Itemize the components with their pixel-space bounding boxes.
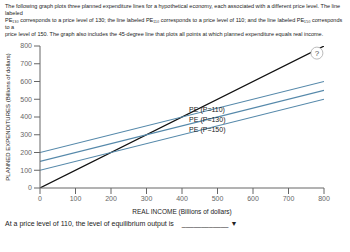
html-text:The following graph plots thre: The following graph plots three planned … — [5, 3, 343, 37]
svg-text:100: 100 — [20, 167, 32, 174]
svg-text:800: 800 — [318, 195, 330, 202]
html-text:At a price level of 110, the l: At a price level of 110, the level of eq… — [5, 220, 174, 227]
svg-text:400: 400 — [20, 113, 32, 120]
svg-text:300: 300 — [20, 131, 32, 138]
svg-text:PE (P=130): PE (P=130) — [189, 116, 225, 124]
svg-text:500: 500 — [20, 96, 32, 103]
svg-text:200: 200 — [20, 149, 32, 156]
svg-text:0: 0 — [28, 184, 32, 191]
svg-text:100: 100 — [70, 195, 82, 202]
svg-text:300: 300 — [141, 195, 153, 202]
svg-text:REAL INCOME (Billions of dolla: REAL INCOME (Billions of dollars) — [132, 208, 231, 216]
svg-text:800: 800 — [20, 42, 32, 49]
svg-text:PLANNED EXPENDITURES (Billions: PLANNED EXPENDITURES (Billions of dollar… — [8, 53, 11, 180]
svg-text:500: 500 — [212, 195, 224, 202]
svg-text:400: 400 — [176, 195, 188, 202]
svg-text:PE (P=110): PE (P=110) — [189, 106, 225, 114]
svg-text:600: 600 — [20, 78, 32, 85]
svg-text:700: 700 — [20, 60, 32, 67]
svg-text:700: 700 — [283, 195, 295, 202]
svg-text:0: 0 — [38, 195, 42, 202]
svg-text:600: 600 — [247, 195, 259, 202]
svg-text:?: ? — [315, 49, 320, 58]
svg-text:PE (P=150): PE (P=150) — [189, 126, 225, 134]
svg-text:200: 200 — [105, 195, 117, 202]
